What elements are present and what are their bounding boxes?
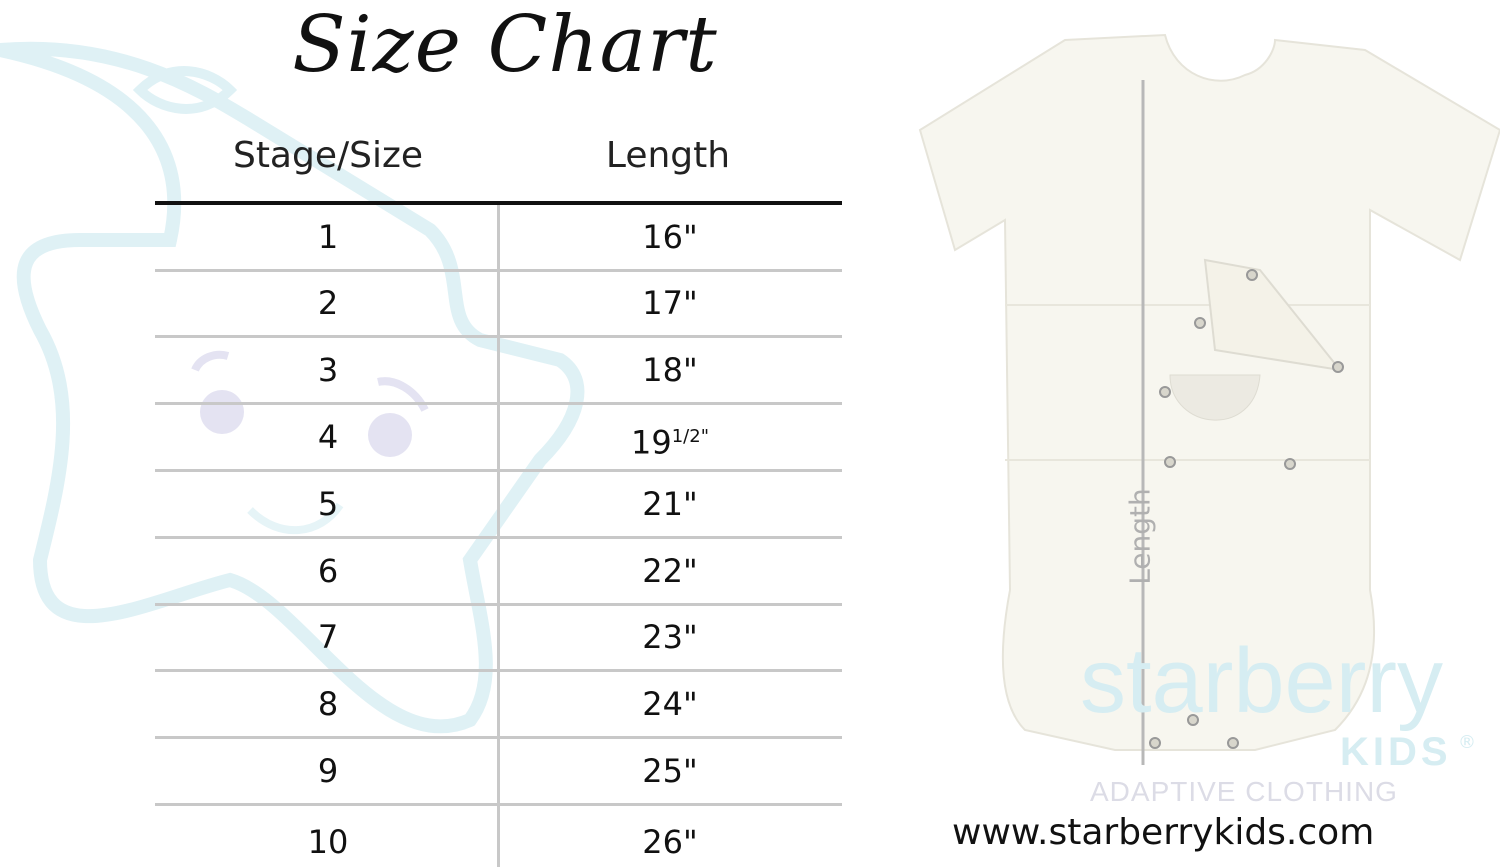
header-rule [155,201,842,205]
size-cell: 2 [317,284,339,322]
row-divider [155,269,842,272]
logo-wordmark: starberry [1080,630,1443,732]
size-cell: 6 [317,552,339,590]
size-cell: 3 [317,351,339,389]
length-value: 17" [642,284,698,322]
length-cell: 24" [570,684,770,724]
length-cell: 16" [570,217,770,257]
row-divider [155,335,842,338]
length-value: 25" [642,752,698,790]
row-divider [155,803,842,806]
length-measure-label: Length [1123,488,1157,585]
length-value: 18" [642,351,698,389]
bodysuit-image [918,33,1500,765]
page-title: Size Chart [292,0,718,90]
size-cell: 1 [317,218,339,256]
starberry-watermark-logo [0,41,585,734]
logo-registered: ® [1458,732,1476,753]
size-cell: 9 [317,752,339,790]
length-value: 16" [642,218,698,256]
size-cell: 8 [317,685,339,723]
size-cell: 10 [307,823,349,861]
length-value: 22" [642,552,698,590]
header-length: Length [605,135,731,176]
size-cell: 5 [317,485,339,523]
length-cell: 22" [570,551,770,591]
length-fraction: 1/2" [671,426,709,447]
length-value: 23" [642,618,698,656]
row-divider [155,669,842,672]
row-divider [155,536,842,539]
length-cell: 23" [570,617,770,657]
row-divider [155,469,842,472]
logo-tagline: ADAPTIVE CLOTHING [1090,776,1398,807]
length-cell: 18" [570,350,770,390]
length-cell: 25" [570,751,770,791]
size-cell: 7 [317,618,339,656]
length-cell: 191/2" [570,417,770,463]
row-divider [155,402,842,405]
row-divider [155,603,842,606]
length-cell: 26" [570,822,770,862]
eye-icon [200,390,244,434]
logo-kids: KIDS [1340,730,1452,774]
length-value: 24" [642,685,698,723]
size-cell: 4 [317,418,339,456]
eye-icon [368,413,412,457]
website-url[interactable]: www.starberrykids.com [952,812,1375,853]
length-value: 26" [642,823,698,861]
length-value: 19 [631,423,672,462]
length-cell: 21" [570,484,770,524]
header-size: Stage/Size [232,135,424,176]
length-cell: 17" [570,283,770,323]
length-value: 21" [642,485,698,523]
row-divider [155,736,842,739]
